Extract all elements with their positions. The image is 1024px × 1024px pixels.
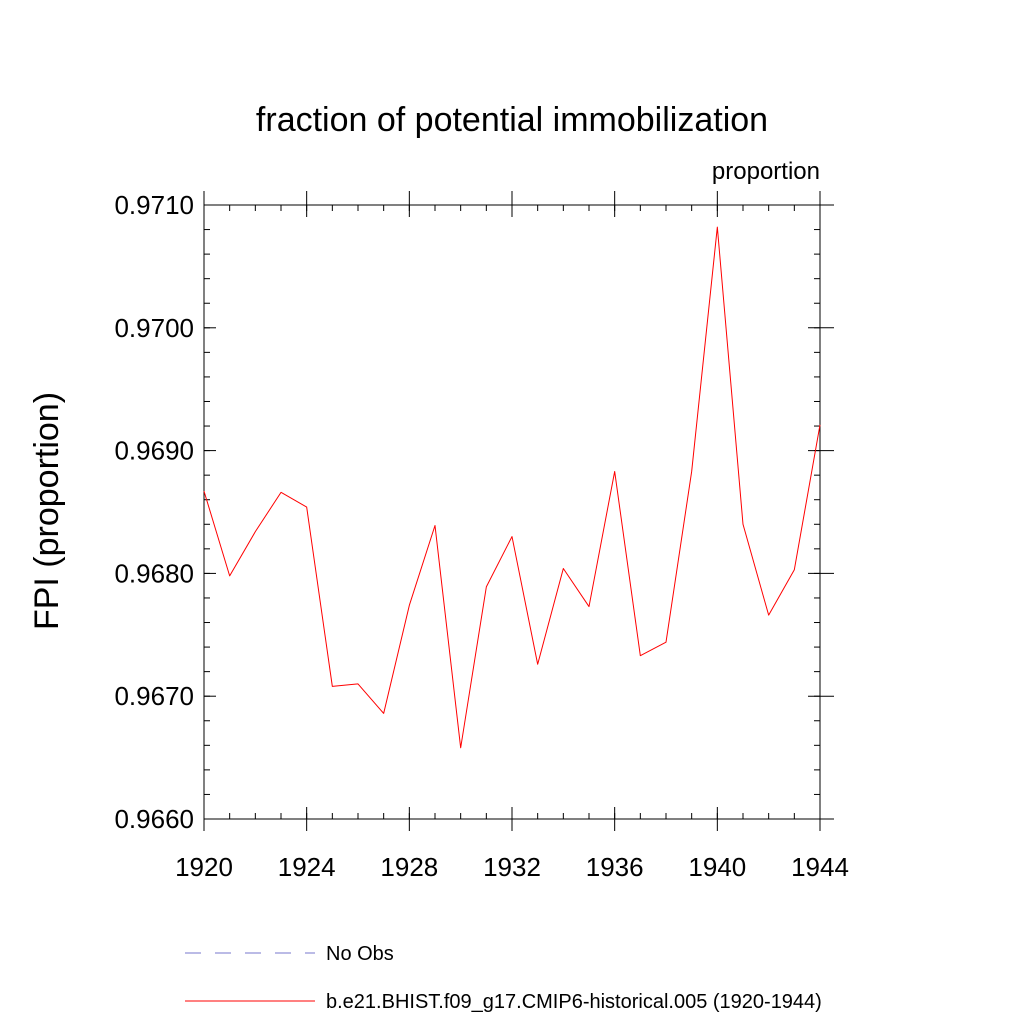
chart-title: fraction of potential immobilization — [256, 101, 768, 139]
y-axis-label: FPI (proportion) — [28, 392, 66, 630]
y-tick-label: 0.9670 — [114, 681, 194, 711]
series-line — [203, 226, 821, 749]
legend-label-no-obs: No Obs — [326, 943, 394, 965]
series-layer — [203, 226, 821, 749]
y-tick-label: 0.9680 — [114, 558, 194, 588]
x-tick-label: 1924 — [278, 852, 336, 882]
x-tick-label: 1944 — [791, 852, 849, 882]
x-tick-label: 1920 — [175, 852, 233, 882]
y-tick-label: 0.9710 — [114, 190, 194, 220]
x-tick-label: 1928 — [380, 852, 438, 882]
legend: No Obs b.e21.BHIST.f09_g17.CMIP6-histori… — [185, 943, 822, 1013]
units-label: proportion — [712, 158, 820, 185]
y-tick-label: 0.9700 — [114, 313, 194, 343]
x-tick-label: 1940 — [688, 852, 746, 882]
x-tick-label: 1932 — [483, 852, 541, 882]
plot-frame — [203, 204, 821, 820]
x-tick-label: 1936 — [586, 852, 644, 882]
axes: 1920 1924 1928 1932 1936 1940 1944 0.9660 0.9670… — [114, 190, 848, 882]
y-tick-label: 0.9660 — [114, 804, 194, 834]
y-tick-label: 0.9690 — [114, 436, 194, 466]
legend-label-series: b.e21.BHIST.f09_g17.CMIP6-historical.005… — [326, 991, 822, 1013]
